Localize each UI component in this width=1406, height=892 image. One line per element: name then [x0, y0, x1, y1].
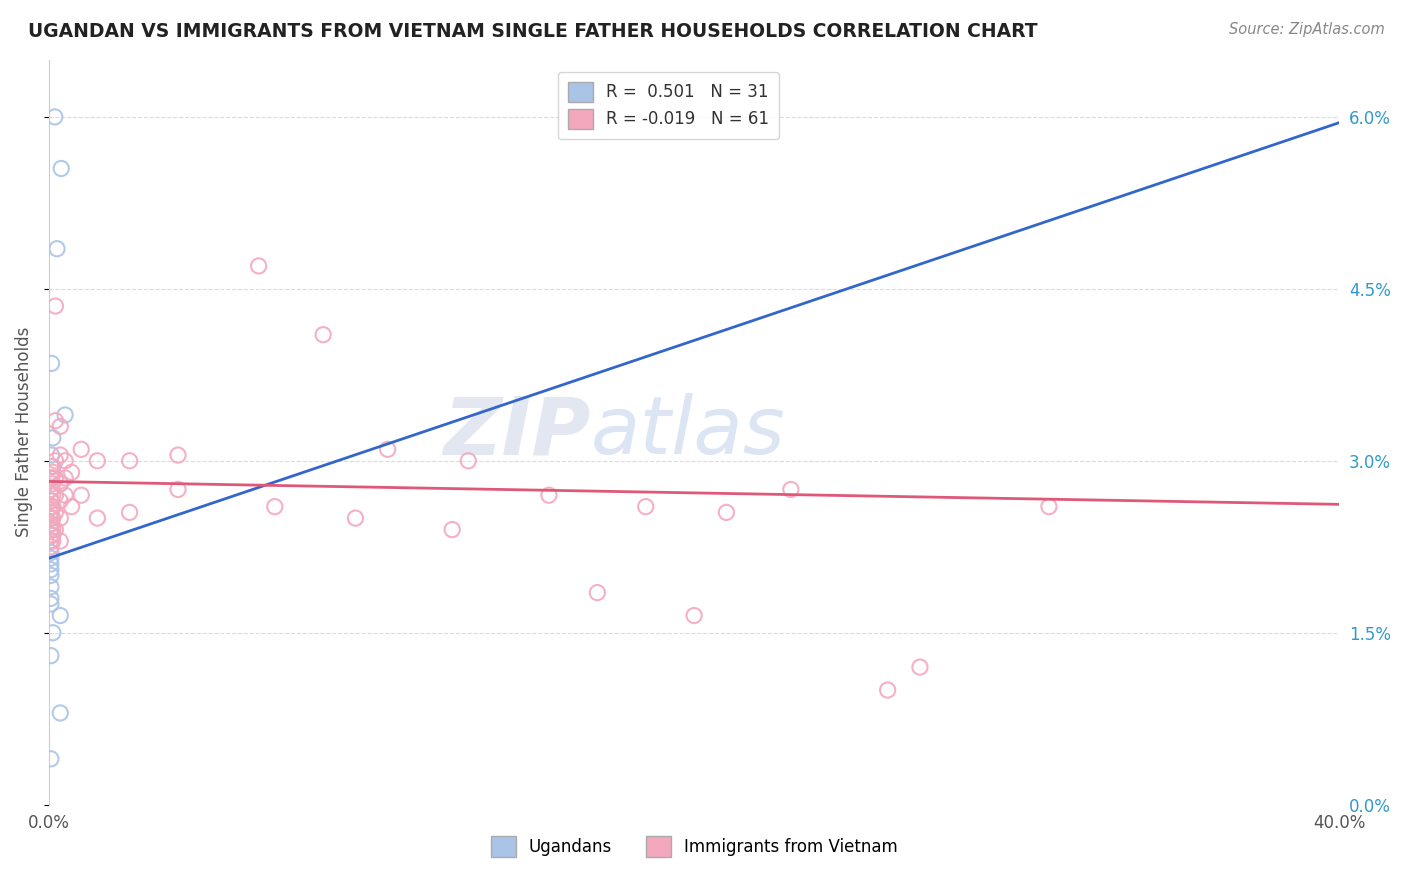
Point	[41, 356, 63, 370]
Point	[118, 505, 141, 519]
Point	[53, 488, 76, 502]
Point	[876, 683, 898, 698]
Point	[60, 465, 83, 479]
Point	[39, 528, 62, 542]
Point	[39, 557, 62, 571]
Point	[53, 454, 76, 468]
Point	[344, 511, 367, 525]
Point	[263, 500, 285, 514]
Point	[44, 299, 66, 313]
Point	[39, 511, 62, 525]
Point	[39, 505, 62, 519]
Point	[49, 448, 72, 462]
Point	[49, 608, 72, 623]
Point	[1038, 500, 1060, 514]
Point	[586, 585, 609, 599]
Point	[60, 500, 83, 514]
Point	[377, 442, 399, 457]
Legend: R =  0.501   N = 31, R = -0.019   N = 61: R = 0.501 N = 31, R = -0.019 N = 61	[558, 71, 779, 139]
Point	[44, 110, 66, 124]
Point	[44, 523, 66, 537]
Point	[39, 540, 62, 554]
Point	[86, 511, 108, 525]
Point	[42, 523, 65, 537]
Point	[39, 580, 62, 594]
Point	[39, 511, 62, 525]
Point	[49, 476, 72, 491]
Text: ZIP: ZIP	[443, 393, 591, 471]
Point	[42, 488, 65, 502]
Point	[70, 488, 93, 502]
Point	[42, 431, 65, 445]
Point	[908, 660, 931, 674]
Point	[39, 752, 62, 766]
Point	[39, 505, 62, 519]
Point	[42, 534, 65, 549]
Point	[42, 528, 65, 542]
Point	[44, 414, 66, 428]
Point	[42, 476, 65, 491]
Point	[70, 442, 93, 457]
Point	[42, 625, 65, 640]
Point	[780, 483, 803, 497]
Point	[39, 523, 62, 537]
Point	[39, 516, 62, 531]
Point	[46, 242, 69, 256]
Point	[41, 500, 63, 514]
Point	[39, 648, 62, 663]
Point	[49, 476, 72, 491]
Point	[39, 591, 62, 606]
Point	[39, 568, 62, 582]
Point	[118, 454, 141, 468]
Point	[39, 551, 62, 566]
Point	[53, 408, 76, 422]
Point	[42, 500, 65, 514]
Text: atlas: atlas	[591, 393, 786, 471]
Point	[716, 505, 738, 519]
Point	[247, 259, 270, 273]
Point	[39, 494, 62, 508]
Point	[44, 471, 66, 485]
Text: UGANDAN VS IMMIGRANTS FROM VIETNAM SINGLE FATHER HOUSEHOLDS CORRELATION CHART: UGANDAN VS IMMIGRANTS FROM VIETNAM SINGL…	[28, 22, 1038, 41]
Point	[167, 483, 190, 497]
Point	[39, 534, 62, 549]
Point	[41, 471, 63, 485]
Point	[39, 534, 62, 549]
Point	[44, 505, 66, 519]
Point	[39, 545, 62, 559]
Point	[41, 448, 63, 462]
Point	[44, 488, 66, 502]
Point	[441, 523, 464, 537]
Point	[167, 448, 190, 462]
Point	[86, 454, 108, 468]
Point	[49, 706, 72, 720]
Point	[39, 471, 62, 485]
Point	[53, 471, 76, 485]
Point	[634, 500, 657, 514]
Point	[39, 483, 62, 497]
Point	[312, 327, 335, 342]
Point	[42, 511, 65, 525]
Point	[39, 500, 62, 514]
Point	[39, 523, 62, 537]
Point	[39, 459, 62, 474]
Point	[42, 465, 65, 479]
Point	[42, 459, 65, 474]
Point	[44, 454, 66, 468]
Point	[457, 454, 479, 468]
Point	[49, 511, 72, 525]
Point	[39, 597, 62, 611]
Point	[537, 488, 560, 502]
Point	[51, 161, 73, 176]
Point	[39, 516, 62, 531]
Point	[39, 563, 62, 577]
Text: Source: ZipAtlas.com: Source: ZipAtlas.com	[1229, 22, 1385, 37]
Point	[683, 608, 706, 623]
Point	[49, 494, 72, 508]
Point	[49, 419, 72, 434]
Point	[41, 494, 63, 508]
Y-axis label: Single Father Households: Single Father Households	[15, 327, 32, 537]
Point	[49, 534, 72, 549]
